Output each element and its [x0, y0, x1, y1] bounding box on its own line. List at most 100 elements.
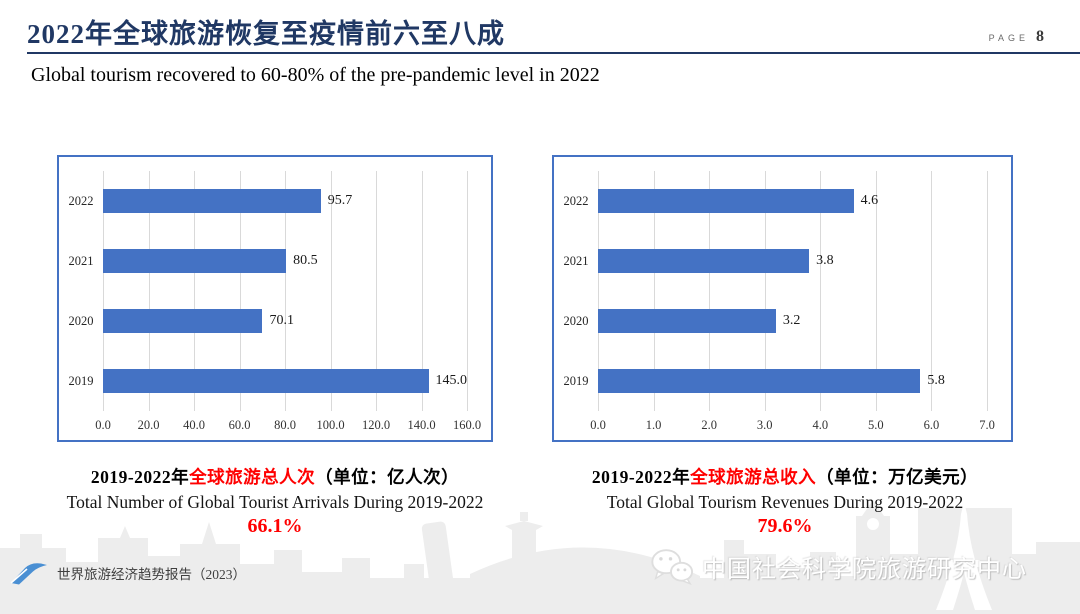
bar-value-label: 3.8: [816, 253, 834, 268]
caption-tourism-revenues: 2019-2022年全球旅游总收入（单位：万亿美元） Total Global …: [540, 464, 1030, 538]
gridline: [709, 171, 711, 411]
x-axis-ticks: 0.0 1.0 2.0 3.0 4.0 5.0 6.0 7.0: [590, 411, 995, 435]
bar-row: 4.6: [598, 171, 987, 231]
bar-value-label: 4.6: [860, 193, 879, 208]
x-tick-label: 1.0: [645, 418, 662, 432]
footer-org-credit: 中国社会科学院旅游研究中心: [648, 546, 1027, 586]
x-tick-label: 40.0: [183, 418, 205, 432]
bar-2021: [103, 249, 287, 273]
bar-row: 145.0: [103, 351, 467, 411]
bar-2019: [598, 369, 921, 393]
statue-silhouette: [505, 512, 543, 580]
bar-row: 3.8: [598, 231, 987, 291]
caption-zh: 2019-2022年全球旅游总人次（单位：亿人次）: [90, 467, 460, 487]
x-tick-label: 60.0: [228, 418, 251, 432]
x-tick-label: 7.0: [979, 418, 995, 432]
x-tick-label: 80.0: [274, 418, 296, 432]
x-tick-label: 120.0: [361, 418, 391, 432]
gridline: [598, 171, 599, 411]
plot-area: 4.6 3.8 3.2 5.8: [598, 171, 988, 411]
gridline: [653, 171, 655, 411]
x-tick-label: 5.0: [868, 418, 884, 432]
chart-tourist-arrivals: 2022 2021 2020 2019 95.7 80.5 70.1 145.0 0.0 20…: [57, 155, 493, 442]
bar-row: 5.8: [598, 351, 987, 411]
caption-en: Total Global Tourism Revenues During 201…: [606, 492, 964, 512]
bar-row: 80.5: [103, 231, 467, 291]
x-tick-label: 140.0: [407, 418, 436, 432]
caption-zh: 2019-2022年全球旅游总收入（单位：万亿美元）: [591, 467, 979, 487]
recovery-percentage: 79.6%: [757, 515, 813, 537]
page-title: 2022年全球旅游恢复至疫情前六至八成: [27, 19, 505, 49]
bar-value-label: 95.7: [327, 193, 353, 208]
gridline: [875, 171, 877, 411]
bar-value-label: 70.1: [269, 313, 294, 328]
y-category-label: 2022: [68, 193, 94, 208]
y-category-label: 2022: [563, 193, 589, 208]
bar-value-label: 80.5: [293, 253, 318, 268]
page-number-label: PAGE: [988, 33, 1029, 43]
bar-2019: [103, 369, 429, 393]
wechat-icon: [651, 549, 694, 586]
bar-2020: [598, 309, 776, 333]
gridline: [330, 171, 332, 411]
gridline: [764, 171, 766, 411]
gridline: [987, 171, 988, 411]
y-axis-labels: 2022 2021 2020 2019: [554, 171, 598, 411]
gridline: [421, 171, 423, 411]
title-underline: [27, 52, 1080, 54]
y-category-label: 2019: [563, 373, 589, 388]
x-tick-label: 100.0: [316, 418, 345, 432]
gridline: [103, 171, 104, 411]
bar-value-label: 5.8: [927, 373, 945, 388]
gridline: [148, 171, 150, 411]
bar-2022: [103, 189, 321, 213]
caption-en: Total Number of Global Tourist Arrivals …: [66, 492, 484, 512]
x-axis: 0.0 20.0 40.0 60.0 80.0 100.0 120.0 140.0 160.0: [59, 411, 481, 435]
pen-nib-icon: [10, 563, 47, 585]
bar-2022: [598, 189, 854, 213]
y-category-label: 2019: [68, 373, 94, 388]
footer-left-text: 世界旅游经济趋势报告（2023）: [57, 566, 246, 582]
city-skyline-graphic: [0, 500, 1080, 614]
subtitle: Global tourism recovered to 60-80% of th…: [31, 64, 600, 86]
bar-row: 3.2: [598, 291, 987, 351]
footer-right-text: 中国社会科学院旅游研究中心: [702, 556, 1027, 583]
bar-value-label: 3.2: [782, 313, 801, 328]
bigben-clock: [867, 518, 879, 530]
caption-tourist-arrivals: 2019-2022年全球旅游总人次（单位：亿人次） Total Number o…: [40, 464, 510, 538]
page-number: PAGE 8: [989, 28, 1044, 46]
chart-tourism-revenues: 2022 2021 2020 2019 4.6 3.8 3.2 5.8 0.0 1.0 2.0 3…: [552, 155, 1013, 442]
x-tick-label: 160.0: [452, 418, 482, 432]
bar-2020: [103, 309, 263, 333]
x-tick-label: 0.0: [95, 418, 111, 432]
gridline: [467, 171, 468, 411]
y-category-label: 2020: [563, 313, 589, 328]
x-axis: 0.0 1.0 2.0 3.0 4.0 5.0 6.0 7.0: [554, 411, 995, 435]
bar-row: 70.1: [103, 291, 467, 351]
gridline: [820, 171, 822, 411]
gridline: [239, 171, 241, 411]
x-tick-label: 2.0: [701, 418, 717, 432]
y-category-label: 2020: [68, 313, 94, 328]
gridline: [285, 171, 286, 411]
pisa-tower-silhouette: [421, 521, 454, 588]
gridline: [194, 171, 195, 411]
x-tick-label: 3.0: [756, 418, 773, 432]
bar-value-label: 145.0: [435, 373, 468, 388]
y-category-label: 2021: [563, 253, 589, 268]
eiffel-tower-silhouette: [936, 502, 992, 610]
footer-report-credit: 世界旅游经济趋势报告（2023）: [10, 560, 246, 585]
gridline: [376, 171, 377, 411]
x-tick-label: 4.0: [812, 418, 829, 432]
gridline: [931, 171, 933, 411]
page-number-value: 8: [1036, 28, 1044, 45]
y-axis-labels: 2022 2021 2020 2019: [59, 171, 103, 411]
x-tick-label: 0.0: [590, 418, 606, 432]
x-axis-ticks: 0.0 20.0 40.0 60.0 80.0 100.0 120.0 140.0 160.0: [95, 411, 481, 435]
bar-row: 95.7: [103, 171, 467, 231]
caption-zh-highlight: 全球旅游总收入: [690, 467, 817, 487]
x-tick-label: 20.0: [137, 418, 160, 432]
x-tick-label: 6.0: [923, 418, 940, 432]
bar-2021: [598, 249, 810, 273]
